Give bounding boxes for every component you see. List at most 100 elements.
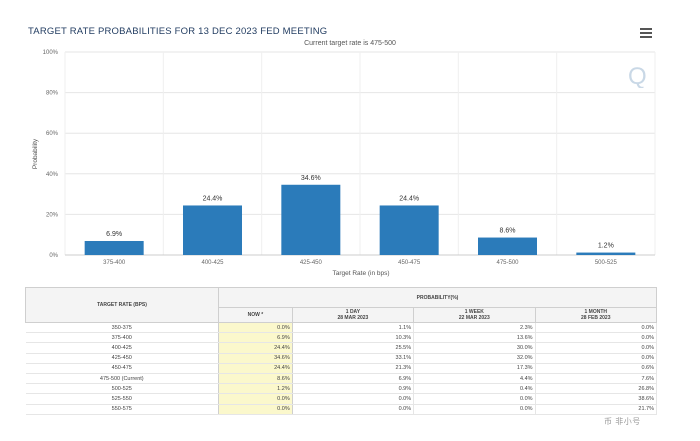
probability-cell: 0.0% xyxy=(413,404,536,415)
y-tick-label: 80% xyxy=(46,91,59,97)
table-row: 525-550 0.0% 0.0% 0.0% 38.6% xyxy=(25,393,658,405)
rate-cell: 525-550 xyxy=(25,393,220,405)
rate-cell: 475-500 (Current) xyxy=(25,373,220,385)
now-probability-cell: 34.6% xyxy=(218,353,293,364)
column-header[interactable]: 1 DAY 28 MAR 2023 xyxy=(291,307,415,323)
bar xyxy=(478,237,537,255)
probability-cell: 0.0% xyxy=(292,393,415,405)
table-row: 450-475 24.4% 21.3% 17.3% 0.6% xyxy=(25,363,658,374)
now-probability-cell: 0.0% xyxy=(218,404,293,415)
column-header[interactable]: 1 WEEK 22 MAR 2023 xyxy=(413,307,536,323)
column-header-label: 1 WEEK xyxy=(464,309,484,315)
probability-cell: 33.1% xyxy=(292,353,415,364)
table-row: 375-400 6.9% 10.3% 13.6% 0.0% xyxy=(25,332,658,344)
column-header-date: 28 MAR 2023 xyxy=(337,315,369,321)
probability-cell: 7.6% xyxy=(535,373,658,385)
probability-cell: 0.0% xyxy=(413,393,536,405)
probability-cell: 0.0% xyxy=(535,342,658,354)
data-label: 34.6% xyxy=(301,175,321,182)
probability-cell: 0.0% xyxy=(292,404,415,415)
rate-cell: 550-575 xyxy=(25,404,220,415)
probability-cell: 26.8% xyxy=(535,383,658,395)
table-body: 350-375 0.0% 1.1% 2.3% 0.0% 375-400 6.9% 10.3% 1… xyxy=(25,322,658,415)
rate-cell: 400-425 xyxy=(25,342,220,354)
x-tick-label: 425-450 xyxy=(300,260,323,266)
x-tick-labels: 375-400 400-425 425-450 450-475 475-500 500-5… xyxy=(103,260,617,266)
data-label: 8.6% xyxy=(500,228,516,235)
bar-chart: 0% 20% 40% 60% 80% 100% 6.9% 24.4% 34.6% 24.4% 8.… xyxy=(32,50,656,277)
bar xyxy=(281,184,341,255)
data-labels: 6.9% 24.4% 34.6% 24.4% 8.6% 1.2% xyxy=(106,175,614,250)
bar xyxy=(84,240,144,255)
logo-text: Q xyxy=(628,63,647,88)
chart-title: TARGET RATE PROBABILITIES FOR 13 DEC 202… xyxy=(28,26,328,37)
column-header-date: 22 MAR 2023 xyxy=(458,315,490,321)
now-probability-cell: 24.4% xyxy=(218,342,293,354)
rate-cell: 450-475 xyxy=(25,363,220,374)
watermark: 币 非小号 xyxy=(604,417,641,426)
bar xyxy=(576,252,636,255)
y-tick-label: 20% xyxy=(46,212,59,218)
probability-table: TARGET RATE (BPS) PROBABILITY(%) NOW * 1 … xyxy=(24,287,658,415)
probability-cell: 0.0% xyxy=(535,332,658,344)
rate-cell: 425-450 xyxy=(25,353,220,364)
y-tick-label: 60% xyxy=(46,131,59,137)
data-label: 24.4% xyxy=(203,195,223,202)
now-probability-cell: 0.0% xyxy=(218,322,293,334)
probability-group-header: PROBABILITY(%) xyxy=(218,287,657,308)
now-probability-cell: 6.9% xyxy=(218,332,293,344)
probability-cell: 2.3% xyxy=(413,322,536,334)
probability-cell: 10.3% xyxy=(292,332,415,344)
hamburger-menu-icon[interactable] xyxy=(640,28,652,38)
column-header[interactable]: NOW * xyxy=(218,307,293,323)
data-label: 24.4% xyxy=(399,195,419,202)
probability-cell: 0.0% xyxy=(535,322,658,334)
bar-series xyxy=(84,184,636,255)
data-label: 1.2% xyxy=(598,243,614,250)
probability-cell: 32.0% xyxy=(413,353,536,364)
probability-cell: 17.3% xyxy=(413,363,536,374)
rate-cell: 500-525 xyxy=(25,383,220,395)
bar xyxy=(183,205,242,255)
table-row: 500-525 1.2% 0.9% 0.4% 26.8% xyxy=(25,383,658,395)
x-axis-title: Target Rate (in bps) xyxy=(332,270,389,277)
probability-table-container: TARGET RATE (BPS) PROBABILITY(%) NOW * 1 … xyxy=(24,287,658,415)
x-tick-label: 375-400 xyxy=(103,260,126,266)
y-tick-label: 0% xyxy=(49,253,58,259)
column-header-label: 1 MONTH xyxy=(584,309,608,315)
probability-cell: 38.6% xyxy=(535,393,658,405)
probability-cell: 0.0% xyxy=(535,353,658,364)
probability-cell: 0.9% xyxy=(292,383,415,395)
probability-cell: 30.0% xyxy=(413,342,536,354)
probability-cell: 0.6% xyxy=(535,363,658,374)
now-probability-cell: 1.2% xyxy=(218,383,293,395)
column-header-label: NOW * xyxy=(247,312,264,318)
now-probability-cell: 8.6% xyxy=(218,373,293,385)
bar xyxy=(379,205,439,255)
chart-subtitle: Current target rate is 475-500 xyxy=(304,40,396,47)
table-row: 400-425 24.4% 25.5% 30.0% 0.0% xyxy=(25,342,658,354)
probability-cell: 21.3% xyxy=(292,363,415,374)
probability-cell: 1.1% xyxy=(292,322,415,334)
grid-layer xyxy=(64,51,656,256)
x-tick-label: 400-425 xyxy=(201,260,224,266)
column-header-date: 28 FEB 2023 xyxy=(581,315,611,321)
table-row: 350-375 0.0% 1.1% 2.3% 0.0% xyxy=(25,322,658,334)
x-tick-label: 450-475 xyxy=(398,260,421,266)
cme-q-logo-icon: Q xyxy=(628,63,647,88)
probability-cell: 25.5% xyxy=(292,342,415,354)
table-row: 475-500 (Current) 8.6% 6.9% 4.4% 7.6% xyxy=(25,373,658,385)
rate-cell: 350-375 xyxy=(25,322,220,334)
now-probability-cell: 0.0% xyxy=(218,393,293,405)
now-probability-cell: 24.4% xyxy=(218,363,293,374)
table-row: 425-450 34.6% 33.1% 32.0% 0.0% xyxy=(25,353,658,364)
probability-cell: 6.9% xyxy=(292,373,415,385)
y-tick-labels: 0% 20% 40% 60% 80% 100% xyxy=(43,50,59,259)
column-header[interactable]: 1 MONTH 28 FEB 2023 xyxy=(534,307,658,323)
rate-cell: 375-400 xyxy=(25,332,220,344)
probability-cell: 13.6% xyxy=(413,332,536,344)
probability-cell: 0.4% xyxy=(413,383,536,395)
table-row: 550-575 0.0% 0.0% 0.0% 21.7% xyxy=(25,404,658,415)
y-axis-title: Probability xyxy=(32,138,39,169)
x-tick-label: 500-525 xyxy=(595,260,618,266)
